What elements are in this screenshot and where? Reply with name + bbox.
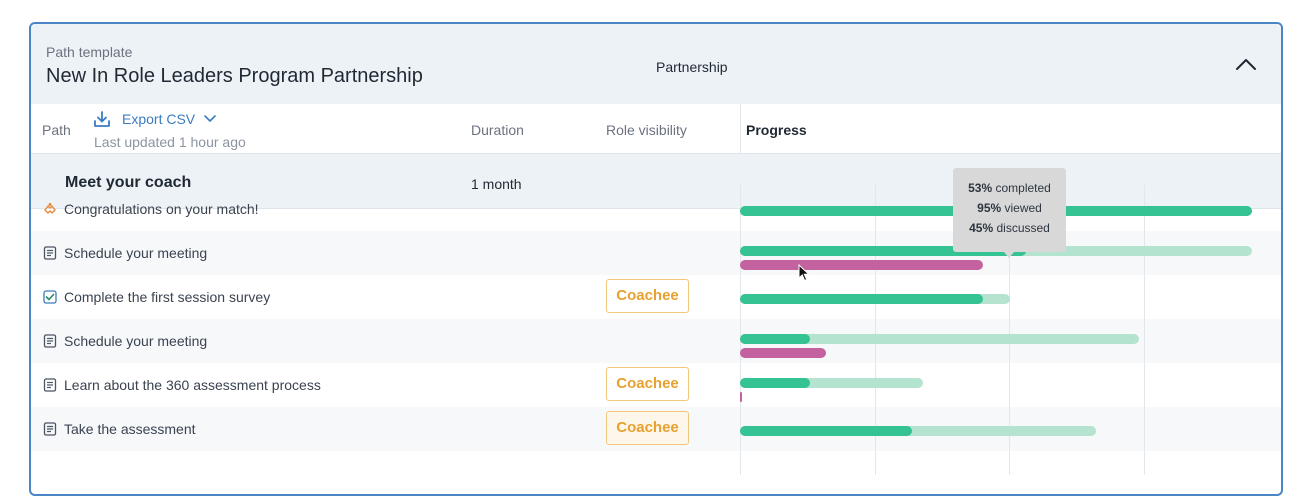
section-title: Meet your coach [65,174,192,191]
step-title: Congratulations on your match! [64,201,259,217]
handshake-icon [43,202,57,216]
table-row[interactable]: Congratulations on your match! [31,187,1281,231]
progress-gridline [875,185,876,475]
document-icon [43,422,57,436]
column-header-path: Path [42,122,71,138]
partnership-label: Partnership [656,59,728,75]
completed-bar [740,294,983,304]
table-row[interactable]: Learn about the 360 assessment process Co… [31,363,1281,407]
section-duration: 1 month [471,176,522,192]
discussed-bar [740,348,827,358]
progress-column-divider [740,104,741,153]
document-icon [43,378,57,392]
path-template-eyebrow: Path template [46,44,133,60]
viewed-bar [740,334,1139,344]
step-title: Schedule your meeting [64,245,208,261]
column-header-progress: Progress [746,122,807,138]
tooltip-discussed: 45% discussed [969,221,1050,235]
viewed-bar [740,378,924,388]
tooltip-viewed: 95% viewed [977,201,1042,215]
discussed-bar [740,392,742,402]
completed-bar [740,246,1026,256]
column-header-duration: Duration [471,122,524,138]
step-title: Complete the first session survey [64,289,271,305]
progress-gridline [1144,185,1145,475]
step-title: Schedule your meeting [64,333,208,349]
chevron-up-icon [1236,59,1256,70]
progress-gridline [1009,185,1010,475]
column-header-role-visibility: Role visibility [606,122,687,138]
checkbox-icon [43,290,57,304]
table-header: Path Export CSV Last updated 1 hour ago … [31,104,1281,154]
tooltip-completed: 53% completed [968,181,1051,195]
progress-tooltip: 53% completed 95% viewed 45% discussed [953,168,1066,258]
role-badge: Coachee [606,279,689,313]
completed-bar [740,426,913,436]
discussed-bar [740,260,983,270]
progress-gridline [740,185,741,475]
mouse-cursor-icon [798,264,810,282]
document-icon [43,334,57,348]
download-icon [94,111,110,127]
completed-bar [740,334,811,344]
viewed-bar [740,426,1096,436]
section-row[interactable]: Meet your coach 1 month [31,154,1281,209]
export-csv-label: Export CSV [122,111,196,127]
table-row[interactable]: Complete the first session survey Coachee [31,275,1281,319]
card-header: Path template New In Role Leaders Progra… [31,24,1281,104]
chevron-down-icon [204,115,216,122]
last-updated-text: Last updated 1 hour ago [94,134,246,150]
completed-bar [740,378,811,388]
tooltip-tail [1004,252,1014,258]
collapse-button[interactable] [1231,52,1261,76]
page-title: New In Role Leaders Program Partnership [46,65,423,87]
step-title: Learn about the 360 assessment process [64,377,321,393]
document-icon [43,246,57,260]
role-badge: Coachee [606,367,689,401]
step-title: Take the assessment [64,421,196,437]
role-badge: Coachee [606,411,689,445]
path-template-card: Path template New In Role Leaders Progra… [29,22,1283,496]
